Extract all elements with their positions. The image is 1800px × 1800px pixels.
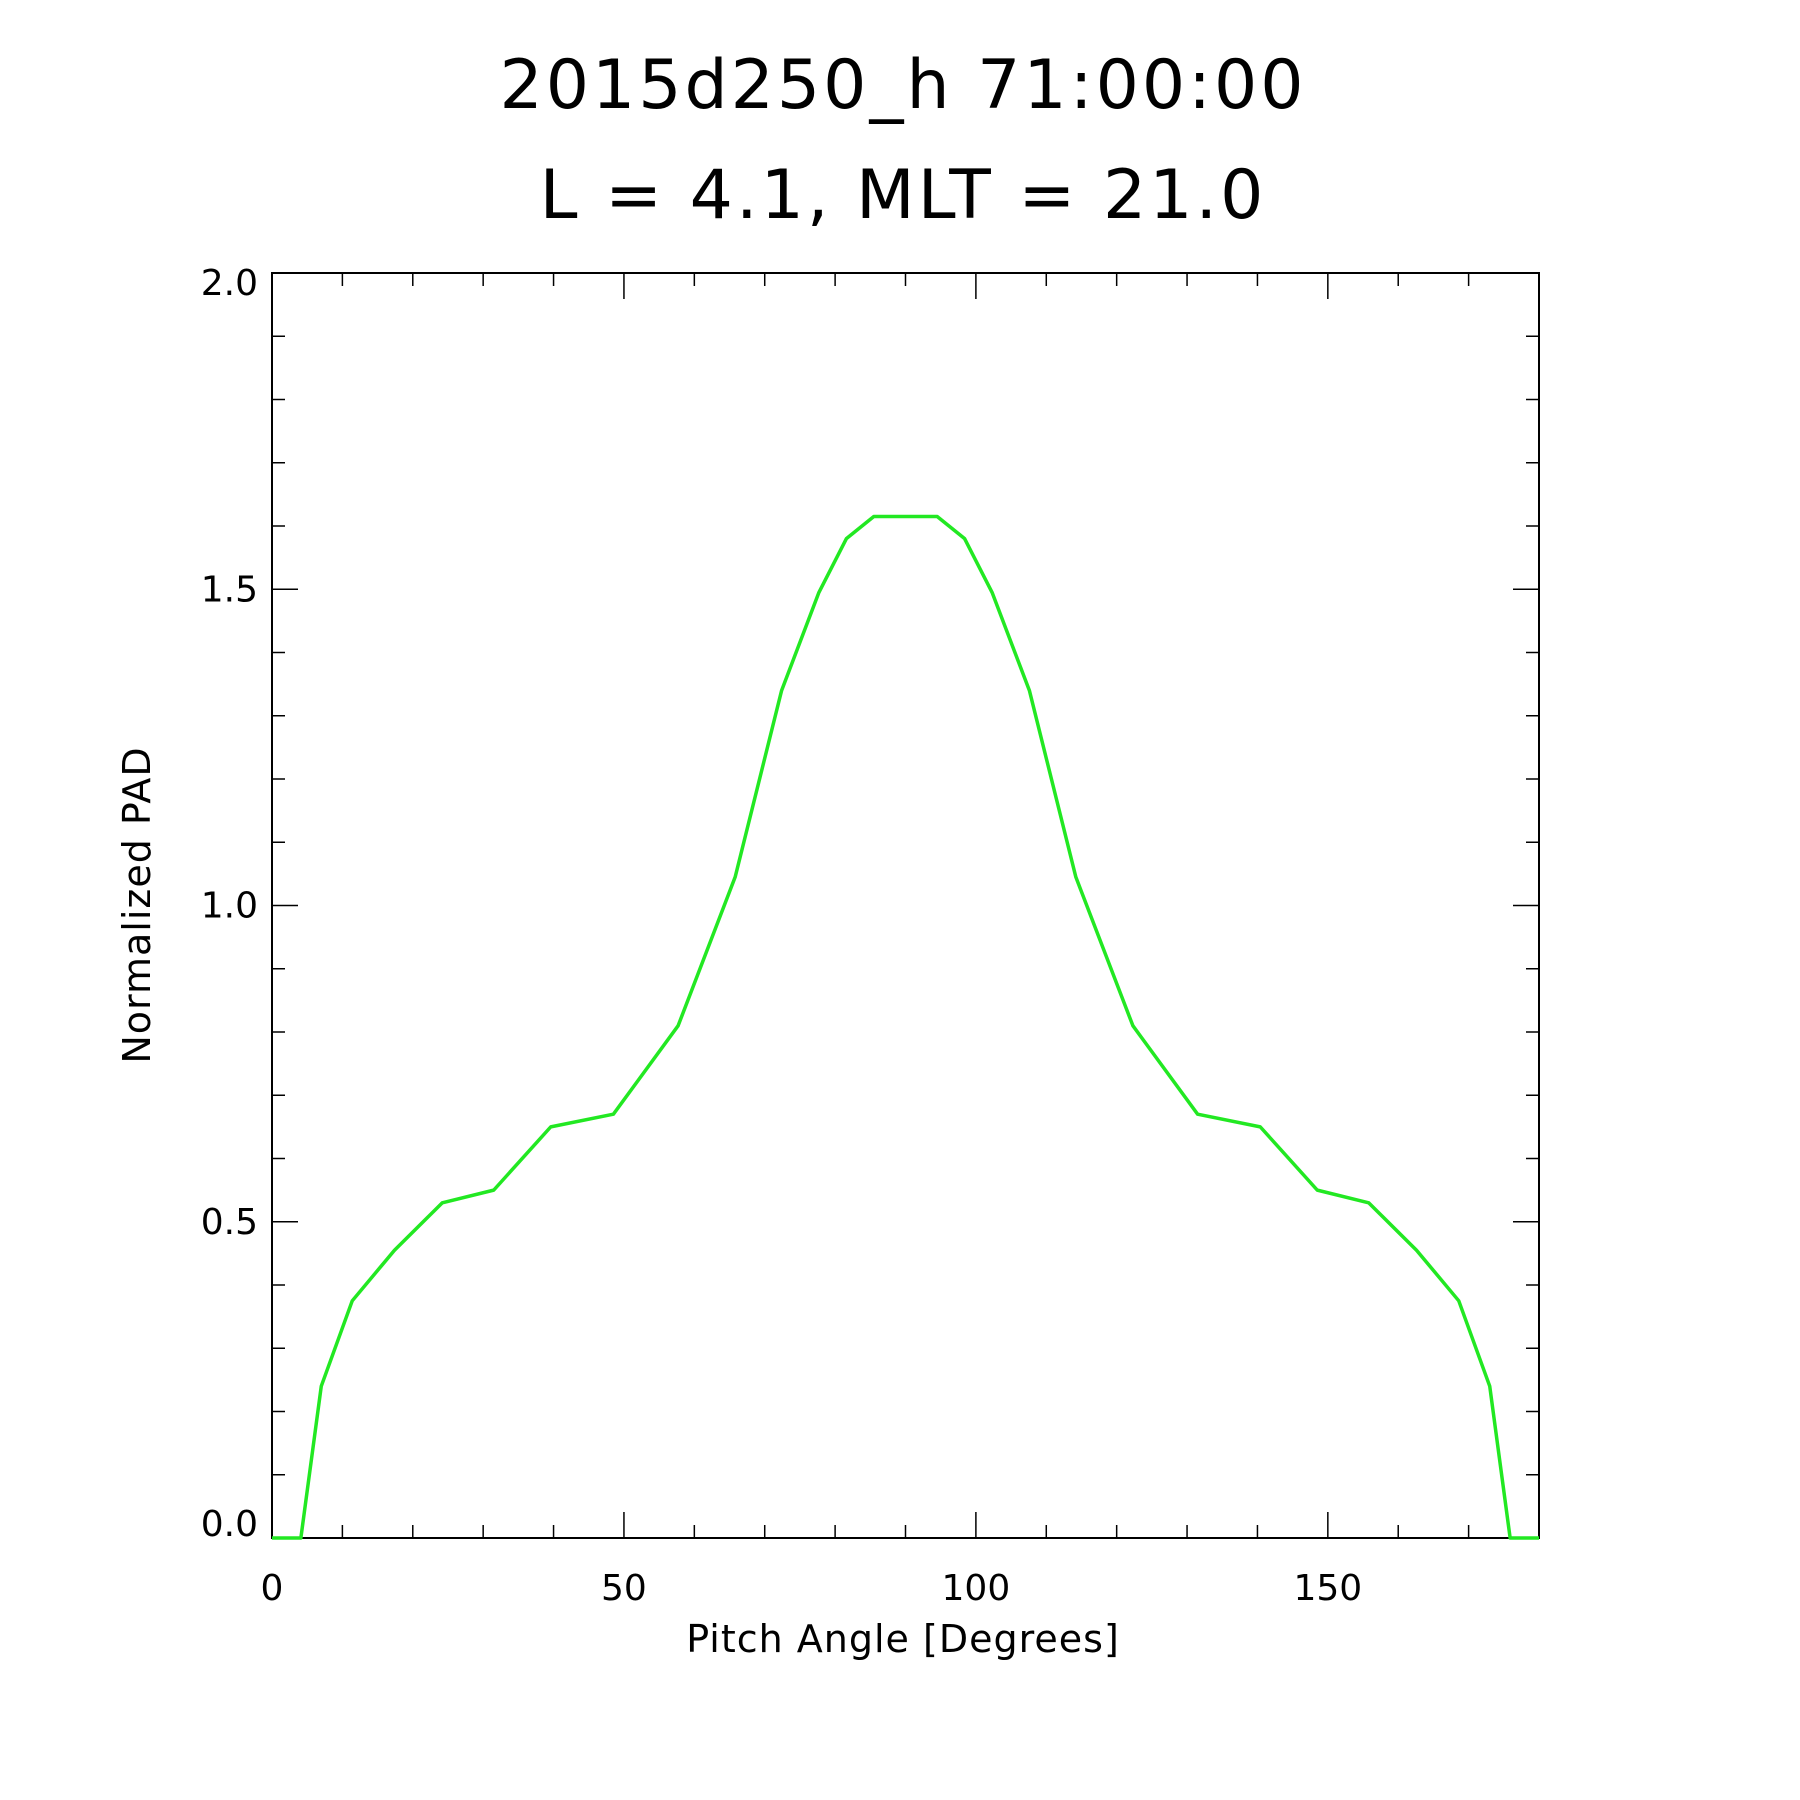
x-tick-label: 100 [942, 1568, 1011, 1609]
y-axis-label: Normalized PAD [115, 746, 159, 1063]
y-tick-label: 1.0 [201, 886, 258, 927]
y-tick-label: 2.0 [201, 263, 258, 304]
y-tick-label: 1.5 [201, 569, 258, 610]
series-group [272, 514, 1539, 1540]
y-axis-ticks [272, 272, 1539, 1539]
x-axis-label: Pitch Angle [Degrees] [686, 1617, 1120, 1661]
x-tick-label: 0 [261, 1568, 284, 1609]
y-tick-label: 0.0 [201, 1504, 258, 1545]
x-tick-label: 50 [601, 1568, 647, 1609]
x-axis-tick-labels: 0 50 100 150 [261, 1568, 1363, 1609]
y-axis-tick-labels: 0.0 0.5 1.0 1.5 2.0 [201, 263, 258, 1545]
y-tick-label: 0.5 [201, 1202, 258, 1243]
x-tick-label: 150 [1293, 1568, 1362, 1609]
x-axis-ticks [271, 273, 1540, 1538]
plot-area: 0 50 100 150 0.0 0.5 1.0 1.5 2.0 [201, 263, 1540, 1609]
plot-frame [271, 272, 1540, 1539]
series-line [272, 514, 1539, 1540]
chart-title-line-2: L = 4.1, MLT = 21.0 [540, 156, 1267, 235]
chart-title-line-1: 2015d250_h 71:00:00 [499, 46, 1306, 125]
